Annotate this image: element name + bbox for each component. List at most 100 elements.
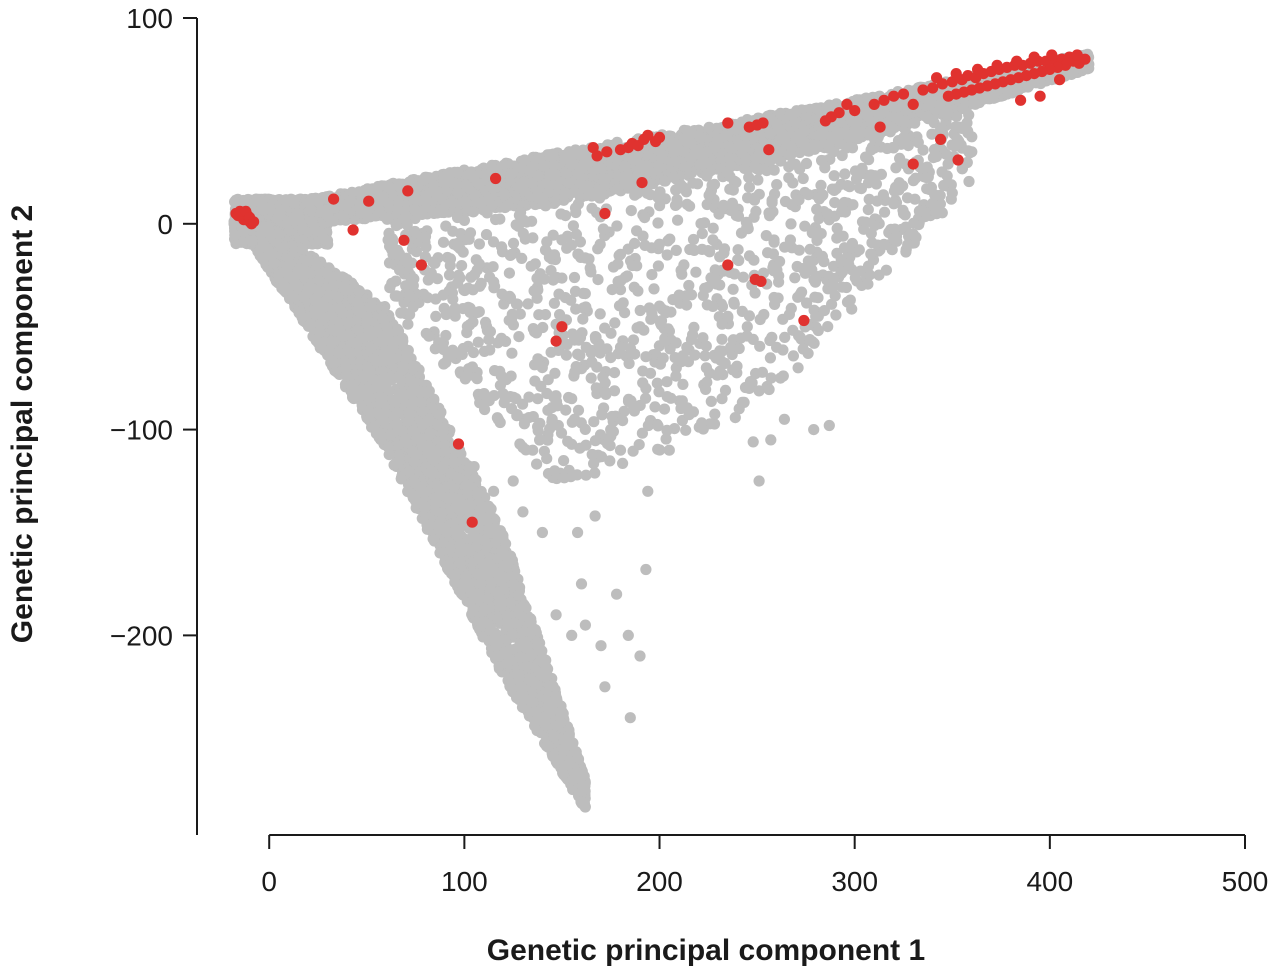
- data-point-grey: [328, 357, 340, 369]
- data-point-grey: [562, 738, 574, 750]
- data-point-grey: [479, 603, 491, 615]
- data-point-grey: [398, 360, 410, 372]
- data-point-grey: [557, 767, 569, 780]
- data-point-grey: [513, 671, 526, 684]
- data-point-grey: [427, 468, 439, 480]
- data-point-grey: [442, 562, 454, 575]
- data-point-grey: [540, 661, 552, 673]
- data-point-grey: [409, 477, 421, 489]
- data-point-grey: [461, 486, 473, 499]
- data-point-grey: [279, 281, 291, 293]
- data-point-grey: [229, 196, 241, 208]
- data-point-grey: [452, 530, 464, 542]
- data-point-grey: [378, 314, 390, 326]
- data-point-grey: [314, 326, 326, 338]
- data-point-grey: [460, 570, 472, 582]
- data-point-grey: [272, 228, 284, 240]
- data-point-grey: [413, 385, 425, 397]
- data-point-grey: [406, 445, 419, 457]
- data-point-grey: [316, 227, 328, 239]
- data-point-grey: [547, 751, 559, 763]
- data-point-grey: [362, 405, 374, 417]
- data-point-grey: [485, 624, 497, 636]
- data-point-grey: [365, 301, 378, 313]
- data-point-grey: [550, 692, 562, 705]
- data-point-grey: [408, 426, 420, 438]
- data-point-grey: [527, 696, 539, 708]
- data-point-grey: [441, 526, 453, 538]
- data-point-grey: [464, 596, 476, 609]
- data-point-grey: [473, 551, 485, 564]
- data-point-grey: [272, 212, 284, 225]
- data-point-grey: [578, 797, 591, 809]
- data-point-grey: [476, 514, 488, 526]
- data-point-grey: [417, 485, 429, 497]
- data-point-grey: [555, 707, 567, 719]
- data-point-grey: [524, 650, 536, 662]
- data-point-grey: [305, 318, 317, 330]
- data-point-grey: [391, 407, 403, 419]
- data-point-grey: [345, 347, 357, 359]
- data-point-grey: [296, 243, 308, 255]
- data-point-grey: [492, 532, 504, 544]
- data-point-grey: [315, 338, 327, 350]
- data-point-grey: [437, 462, 449, 475]
- data-point-grey: [321, 267, 333, 279]
- data-point-grey: [555, 717, 567, 729]
- data-point-grey: [343, 329, 355, 341]
- data-point-grey: [495, 575, 507, 587]
- data-point-grey: [229, 229, 241, 241]
- data-point-grey: [500, 561, 512, 573]
- data-point-grey: [353, 299, 365, 311]
- data-point-grey: [396, 425, 408, 437]
- data-point-grey: [283, 258, 295, 270]
- data-point-grey: [436, 507, 448, 519]
- data-point-grey: [378, 416, 390, 428]
- data-point-grey: [501, 657, 513, 670]
- data-point-grey: [517, 688, 529, 701]
- data-point-grey: [537, 712, 549, 724]
- data-point-grey: [291, 213, 303, 225]
- data-point-grey: [356, 387, 368, 399]
- data-point-grey: [439, 439, 451, 451]
- data-point-grey: [415, 396, 427, 408]
- data-point-grey: [296, 311, 308, 323]
- data-point-grey: [364, 325, 376, 337]
- data-point-grey: [482, 500, 494, 512]
- data-point-grey: [472, 487, 484, 499]
- data-point-grey: [268, 257, 280, 270]
- data-point-grey: [477, 616, 490, 628]
- data-point-grey: [514, 638, 526, 650]
- data-point-grey: [387, 342, 399, 355]
- data-point-grey: [512, 589, 525, 601]
- data-point-grey: [514, 652, 527, 664]
- data-point-grey: [346, 384, 358, 396]
- data-point-grey: [325, 337, 337, 349]
- data-point-grey: [479, 535, 491, 547]
- data-point-grey: [385, 429, 397, 441]
- data-point-grey: [403, 466, 415, 478]
- data-point-grey: [272, 269, 285, 281]
- data-point-grey: [313, 286, 325, 298]
- data-point-grey: [545, 680, 557, 692]
- data-point-grey: [410, 495, 422, 507]
- data-point-grey: [527, 623, 539, 635]
- data-point-grey: [377, 392, 389, 404]
- data-point-grey: [383, 449, 395, 461]
- data-point-grey: [482, 593, 494, 605]
- data-point-grey: [434, 547, 446, 559]
- data-point-grey: [475, 577, 487, 589]
- data-point-grey: [288, 197, 300, 209]
- data-point-grey: [443, 492, 455, 504]
- data-point-grey: [385, 355, 397, 367]
- data-point-grey: [498, 548, 510, 561]
- data-point-grey: [309, 308, 321, 320]
- data-point-grey: [246, 235, 258, 247]
- data-point-grey: [276, 242, 288, 254]
- data-point-grey: [338, 280, 350, 292]
- data-point-grey: [287, 291, 299, 303]
- data-point-grey: [492, 587, 504, 599]
- data-point-grey: [368, 420, 380, 432]
- data-point-grey: [423, 521, 435, 533]
